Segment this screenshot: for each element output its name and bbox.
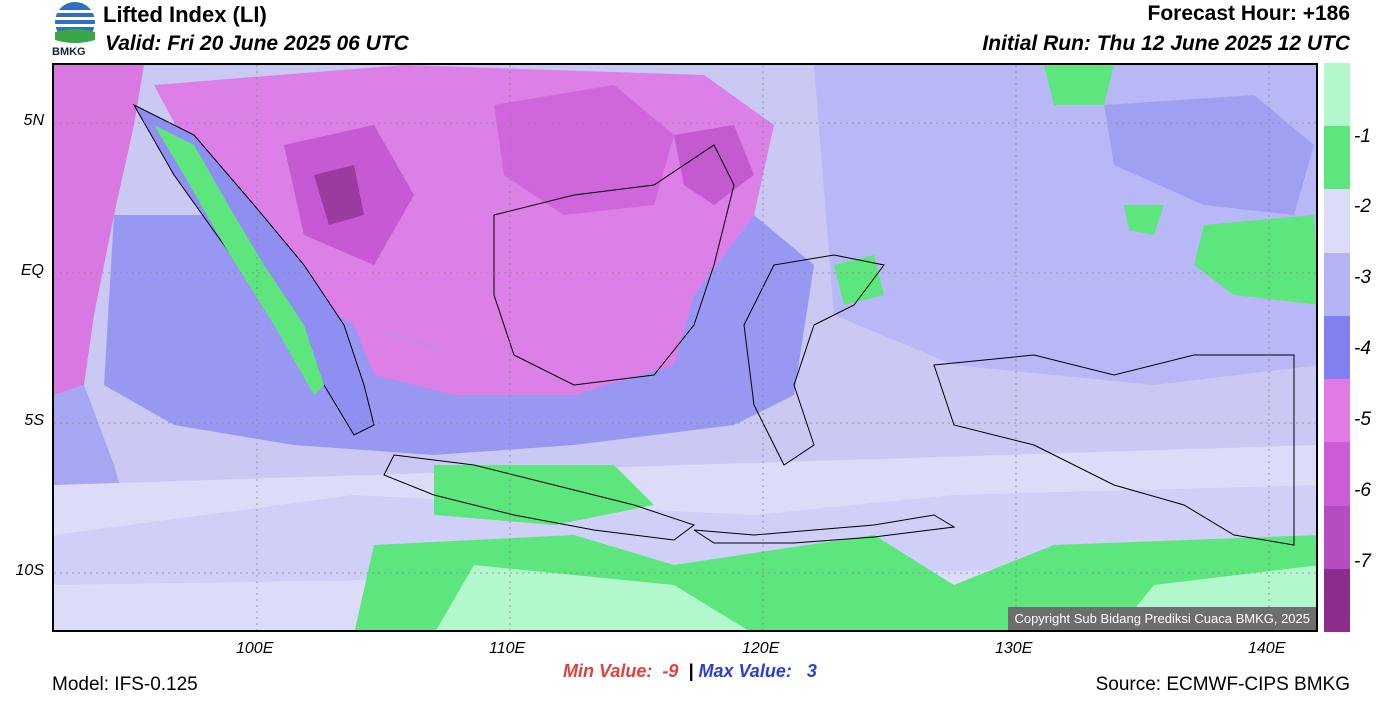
lon-label-130e: 130E (995, 640, 1033, 657)
colorbar (1324, 63, 1350, 632)
colorbar-segment (1324, 505, 1350, 569)
max-value-label: Max Value: (698, 661, 792, 681)
min-max-summary: Min Value: -9 | Max Value: 3 (563, 661, 817, 682)
colorbar-segment (1324, 315, 1350, 380)
colorbar-segment (1324, 568, 1350, 632)
lat-label-5n: 5N (23, 112, 44, 129)
colorbar-label: -4 (1354, 338, 1371, 359)
forecast-hour: Forecast Hour: +186 (1147, 2, 1351, 25)
max-value: 3 (806, 661, 817, 681)
colorbar-segment (1324, 189, 1350, 253)
model-label: Model: IFS-0.125 (52, 674, 198, 695)
lon-label-120e: 120E (742, 640, 780, 657)
lon-label-100e: 100E (236, 640, 274, 657)
copyright-notice: Copyright Sub Bidang Prediksi Cuaca BMKG… (1008, 607, 1316, 630)
map-canvas (54, 65, 1316, 630)
lat-label-10s: 10S (15, 562, 44, 579)
lat-label-eq: EQ (20, 262, 44, 279)
colorbar-segment (1324, 252, 1350, 316)
colorbar-label: -7 (1354, 551, 1371, 572)
bmkg-logo: BMKG (50, 0, 100, 62)
colorbar-label: -6 (1354, 480, 1371, 501)
colorbar-label: -3 (1354, 267, 1371, 288)
colorbar-segment (1324, 126, 1350, 190)
colorbar-label: -1 (1354, 126, 1371, 147)
valid-time: Valid: Fri 20 June 2025 06 UTC (105, 32, 409, 55)
lon-label-140e: 140E (1248, 640, 1286, 657)
colorbar-segment (1324, 442, 1350, 506)
source-label: Source: ECMWF-CIPS BMKG (1095, 674, 1350, 695)
colorbar-label: -5 (1354, 409, 1371, 430)
map-title: Lifted Index (LI) (103, 2, 267, 27)
lifted-index-map: Copyright Sub Bidang Prediksi Cuaca BMKG… (52, 63, 1318, 632)
lon-label-110e: 110E (489, 640, 526, 657)
initial-run: Initial Run: Thu 12 June 2025 12 UTC (982, 32, 1350, 55)
lat-label-5s: 5S (24, 412, 44, 429)
colorbar-label: -2 (1354, 196, 1371, 217)
colorbar-segment (1324, 379, 1350, 443)
min-value: -9 (662, 661, 679, 681)
value-separator: | (688, 661, 694, 681)
logo-text: BMKG (52, 46, 86, 58)
colorbar-segment (1324, 63, 1350, 127)
min-value-label: Min Value: (563, 661, 653, 681)
